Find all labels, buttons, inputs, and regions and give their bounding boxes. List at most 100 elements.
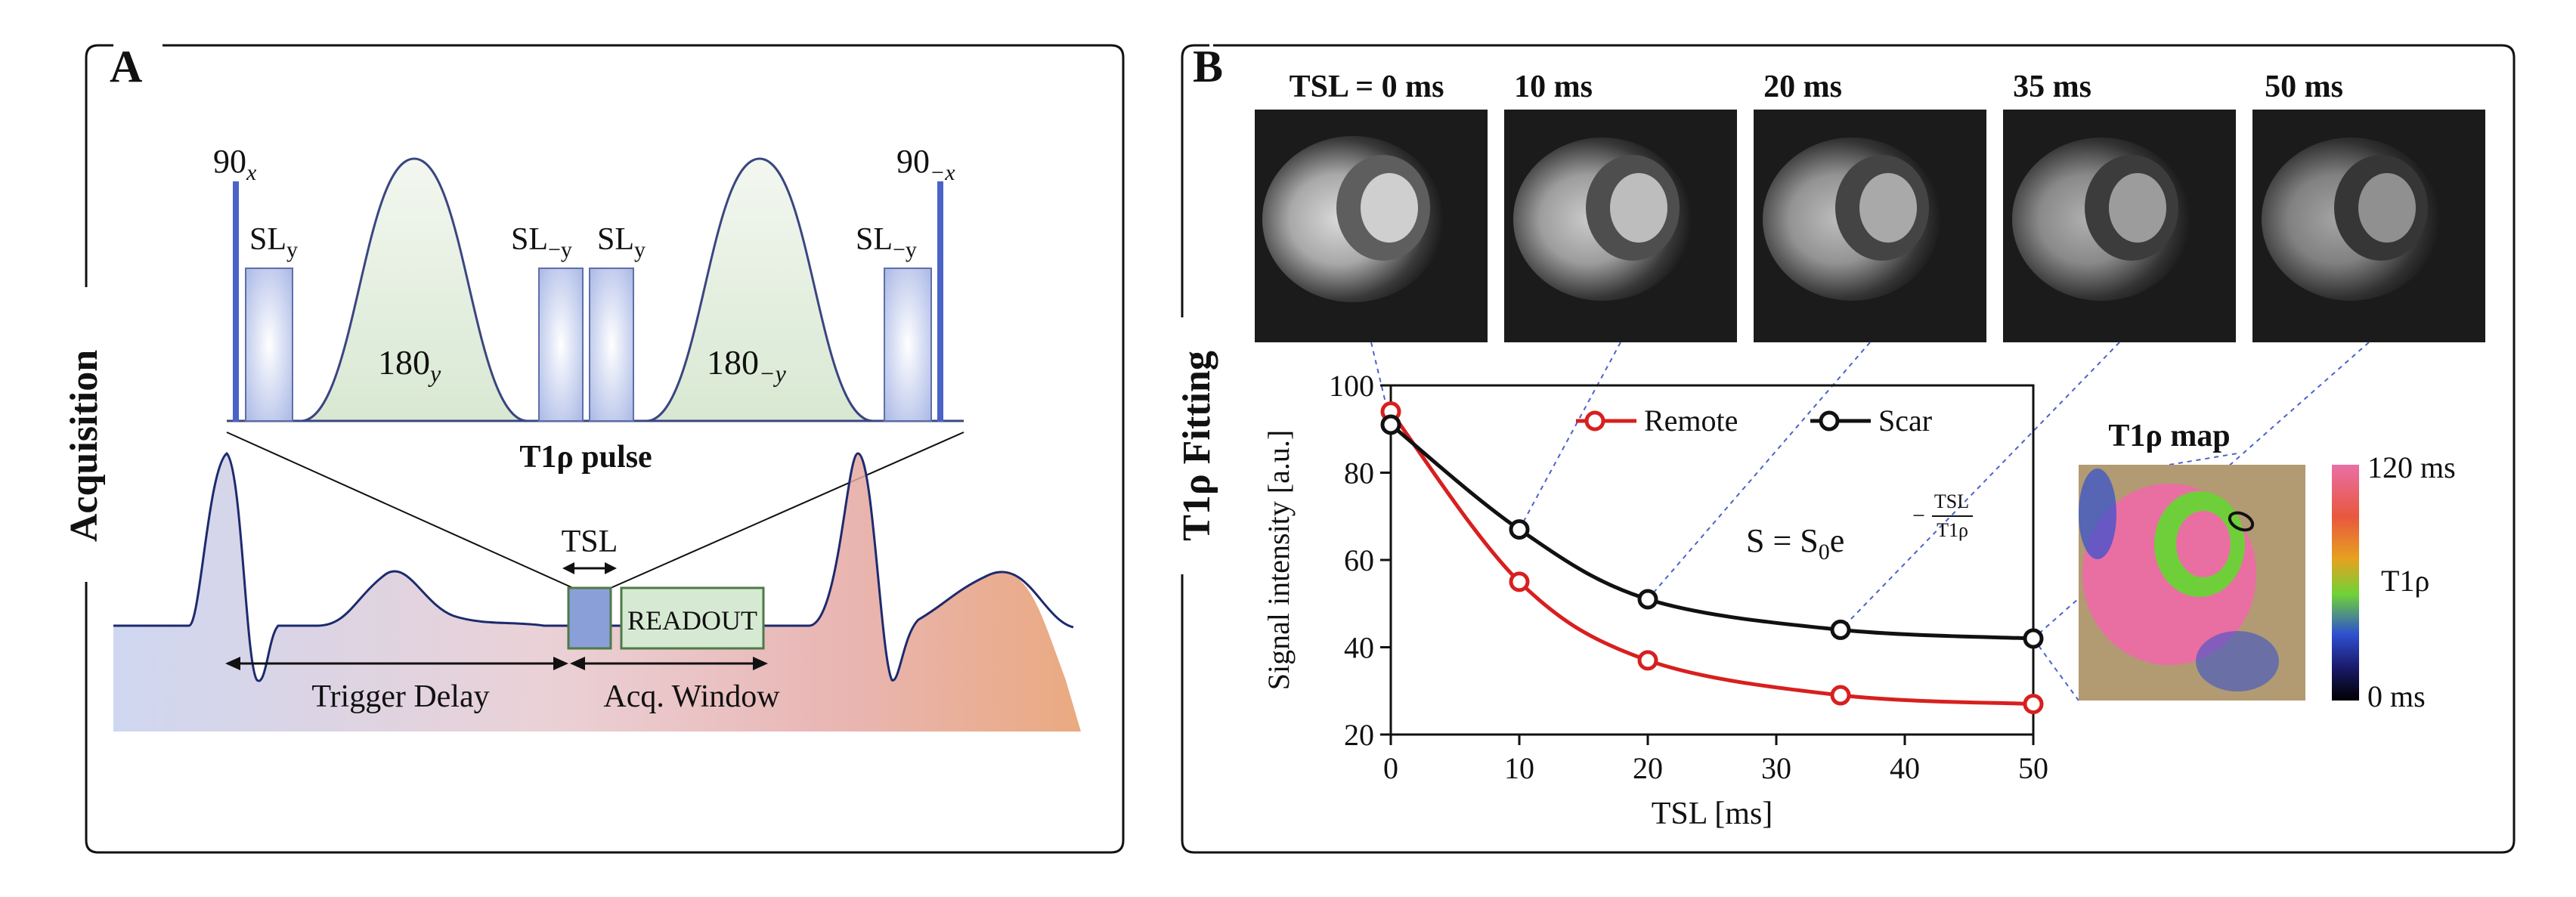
svg-text:−: −: [1912, 503, 1925, 528]
zoom-line-right: [610, 431, 964, 589]
x-tick-label-50: 50: [2018, 751, 2048, 785]
trigger-delay-label: Trigger Delay: [311, 679, 489, 714]
pulse-180y-label: 180y: [378, 343, 441, 387]
point-scar-20: [1637, 589, 1658, 610]
colorbar-bottom-label: 0 ms: [2367, 679, 2426, 713]
point-remote-50: [2023, 694, 2044, 715]
guide-line-10: [1519, 342, 1621, 530]
image-title-2: 20 ms: [1763, 70, 1842, 104]
readout-label: READOUT: [627, 605, 757, 636]
image-title-1: 10 ms: [1514, 70, 1593, 104]
equation-exp-num: TSL: [1934, 490, 1969, 512]
panel-a-frame-left-top: [85, 44, 113, 287]
guide-line-map-top: [2169, 453, 2238, 466]
point-scar-35: [1830, 619, 1851, 640]
chart-xlabel: TSL [ms]: [1652, 796, 1773, 831]
sl-block-2: [538, 268, 584, 422]
point-remote-20: [1637, 650, 1658, 671]
panel-b-frame-left-top: [1181, 44, 1209, 317]
panel-a: A Acquisition 90x 90−x SLy SL−y SLy SL−y…: [63, 42, 1125, 854]
legend-scar-marker: [1819, 410, 1840, 431]
readout-box: [620, 586, 765, 650]
panel-a-side-label: Acquisition: [63, 350, 106, 542]
sl-block-3: [589, 268, 634, 422]
x-tick-label-10: 10: [1504, 751, 1534, 785]
x-tick-label-30: 30: [1761, 751, 1791, 785]
pulse-180-y: [646, 157, 874, 422]
image-title-3: 35 ms: [2013, 70, 2091, 104]
mri-image-2: [1754, 110, 1986, 342]
rf-90-x-right-label: 90−x: [896, 143, 955, 185]
acq-window-head-right: [753, 657, 768, 670]
panel-b: B T1ρ Fitting TSL = 0 ms 10 ms 20 ms 35 …: [1175, 42, 2516, 854]
point-scar-0: [1380, 414, 1401, 435]
pulse-180-y-label: 180−y: [707, 343, 787, 387]
guide-line-map-bottom: [2033, 638, 2079, 701]
trigger-delay-head-right: [553, 657, 568, 670]
y-tick-label-40: 40: [1344, 631, 1374, 665]
sl-block-1: [245, 268, 293, 422]
acq-window-head-left: [570, 657, 585, 670]
point-scar-50: [2023, 628, 2044, 649]
mri-image-1: [1504, 110, 1737, 342]
panel-b-frame-top: [1181, 44, 2516, 854]
image-title-4: 50 ms: [2265, 70, 2343, 104]
sl-label-1: SLy: [249, 222, 298, 262]
equation-exp-den: T1ρ: [1937, 519, 1968, 541]
legend-remote-marker: [1584, 410, 1605, 431]
fit-equation: S = S0e − TSL T1ρ: [1746, 490, 1973, 564]
colorbar-mid-label: T1ρ: [2381, 564, 2429, 598]
x-tick-label-40: 40: [1890, 751, 1920, 785]
point-remote-10: [1509, 571, 1530, 592]
y-tick-label-80: 80: [1344, 456, 1374, 490]
tsl-arrow-head-left: [562, 562, 574, 574]
sl-label-2: SL−y: [511, 222, 572, 262]
series-line-remote: [1389, 410, 2034, 707]
panel-b-letter: B: [1193, 42, 1223, 91]
tsl-box: [567, 586, 612, 650]
tsl-label: TSL: [562, 524, 618, 559]
rf-90x-bar: [233, 181, 239, 422]
y-tick-label-60: 60: [1344, 543, 1374, 577]
t1rho-map-image: [2079, 465, 2305, 701]
map-title: T1ρ map: [2108, 419, 2230, 453]
sl-block-4: [884, 268, 932, 422]
mri-image-3: [2003, 110, 2236, 342]
zoom-line-left: [226, 431, 574, 589]
image-title-0: TSL = 0 ms: [1290, 70, 1444, 104]
pulse-180y: [300, 157, 528, 422]
panel-b-side-label: T1ρ Fitting: [1175, 351, 1218, 541]
chart-ylabel: Signal intensity [a.u.]: [1262, 430, 1296, 690]
trigger-delay-head-left: [225, 657, 240, 670]
point-remote-35: [1830, 685, 1851, 706]
plot-area-frame: [1389, 384, 2035, 736]
tsl-arrow-head-right: [605, 562, 617, 574]
legend-remote-label: Remote: [1644, 404, 1738, 438]
mri-image-0: [1255, 110, 1488, 342]
legend: Remote Scar: [1576, 404, 1932, 438]
panel-a-frame: [85, 44, 1125, 854]
ecg-line: [113, 451, 1074, 682]
panel-a-letter: A: [110, 42, 142, 91]
guide-line-35: [1840, 342, 2120, 631]
y-tick-label-100: 100: [1329, 369, 1374, 403]
rf-90-x-bar: [937, 181, 943, 422]
colorbar-top-label: 120 ms: [2367, 450, 2456, 484]
sl-label-4: SL−y: [856, 222, 917, 262]
pulse-title: T1ρ pulse: [519, 440, 652, 475]
mri-image-4: [2252, 110, 2485, 342]
x-tick-label-0: 0: [1383, 751, 1398, 785]
signal-chart: 20 40 60 80 100 0 10 20 30 40 50 TSL [ms] Signal …: [1262, 369, 2048, 831]
legend-scar-label: Scar: [1878, 404, 1932, 438]
y-tick-label-20: 20: [1344, 718, 1374, 752]
x-tick-label-20: 20: [1633, 751, 1663, 785]
point-scar-10: [1509, 519, 1530, 540]
acq-window-label: Acq. Window: [603, 679, 780, 714]
rf-90x-label: 90x: [213, 143, 257, 185]
svg-text:S = S0e: S = S0e: [1746, 522, 1844, 564]
sl-label-3: SLy: [597, 222, 646, 262]
ecg-fill: [113, 453, 1081, 732]
guide-line-20: [1647, 342, 1871, 600]
colorbar: [2332, 465, 2359, 701]
